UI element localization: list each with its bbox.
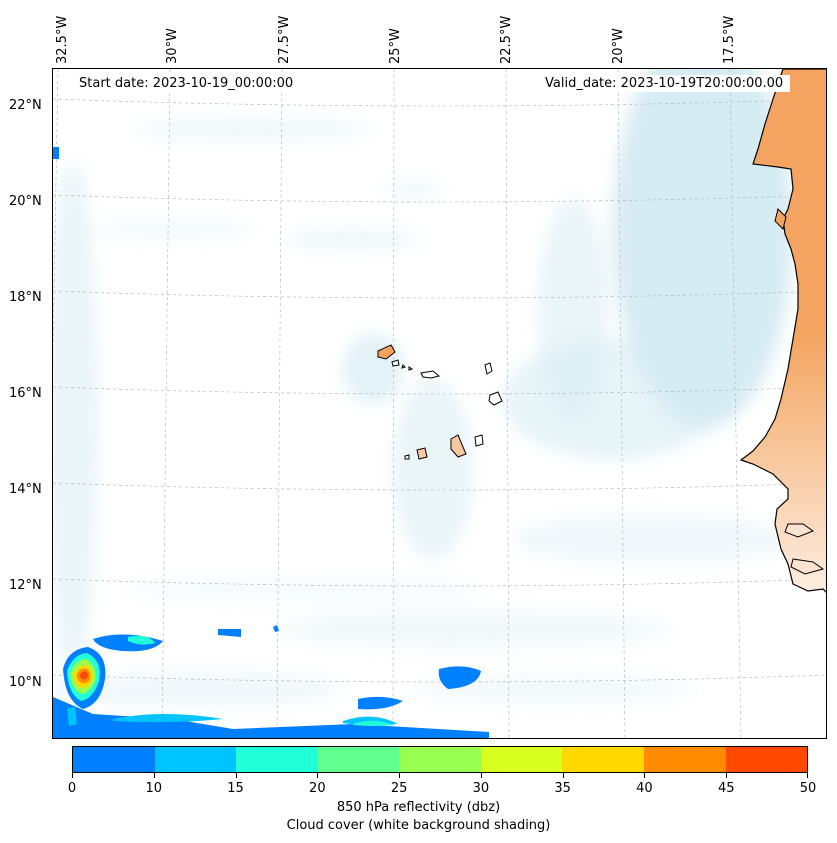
colorbar-segment — [480, 747, 563, 772]
colorbar-segment — [643, 747, 726, 772]
colorbar-tick — [562, 773, 564, 778]
africa-landmass — [739, 69, 826, 593]
colorbar-tick-label: 45 — [717, 781, 735, 796]
colorbar-segment — [317, 747, 400, 772]
valid-date-label: Valid_date: 2023-10-19T20:00:00.00 — [538, 75, 791, 92]
lon-label: 27.5°W — [277, 15, 292, 64]
map-canvas — [53, 69, 826, 738]
map-panel — [52, 68, 827, 739]
refl-band-southwest — [53, 697, 489, 738]
lat-label: 18°N — [9, 290, 42, 305]
start-date-label: Start date: 2023-10-19_00:00:00 — [72, 75, 301, 92]
colorbar-tick-label: 10 — [145, 781, 163, 796]
colorbar-segment — [725, 747, 808, 772]
colorbar-tick-label: 25 — [390, 781, 408, 796]
colorbar-tick — [644, 773, 646, 778]
reflectivity-colorbar — [72, 746, 808, 773]
cloud-cover-shading — [53, 69, 793, 707]
lon-label: 30°W — [165, 28, 180, 64]
colorbar-segment — [154, 747, 237, 772]
lat-label: 20°N — [9, 194, 42, 209]
lon-label: 22.5°W — [499, 15, 514, 64]
lat-label: 14°N — [9, 482, 42, 497]
lon-label: 17.5°W — [722, 15, 737, 64]
colorbar-label: 850 hPa reflectivity (dbz) — [336, 800, 501, 815]
colorbar-tick-label: 20 — [309, 781, 326, 796]
colorbar-segment — [562, 747, 644, 772]
colorbar-tick-label: 15 — [227, 781, 244, 796]
colorbar-sublabel: Cloud cover (white background shading) — [286, 818, 551, 833]
lat-label: 10°N — [9, 675, 42, 690]
lat-label: 22°N — [9, 98, 42, 113]
colorbar-tick — [72, 773, 73, 778]
lon-label: 25°W — [388, 28, 403, 64]
colorbar-tick — [807, 773, 808, 778]
colorbar-tick — [480, 773, 482, 778]
lon-label: 32.5°W — [55, 15, 70, 64]
colorbar-tick-label: 35 — [554, 781, 571, 796]
colorbar-tick — [399, 773, 401, 778]
colorbar-tick — [235, 773, 237, 778]
colorbar-tick — [153, 773, 155, 778]
cape-verde-islands — [377, 344, 503, 460]
colorbar-tick-label: 50 — [799, 781, 817, 796]
colorbar-tick-label: 40 — [636, 781, 653, 796]
lon-label: 20°W — [611, 28, 626, 64]
colorbar-segment — [399, 747, 481, 772]
lat-label: 16°N — [9, 386, 42, 401]
reflectivity-contours — [53, 147, 489, 738]
lat-label: 12°N — [9, 578, 42, 593]
colorbar-segment — [73, 747, 155, 772]
colorbar-segment — [236, 747, 318, 772]
colorbar-tick-label: 30 — [472, 781, 490, 796]
colorbar-tick — [726, 773, 728, 778]
colorbar-tick-label: 0 — [67, 781, 77, 796]
colorbar-tick — [317, 773, 319, 778]
